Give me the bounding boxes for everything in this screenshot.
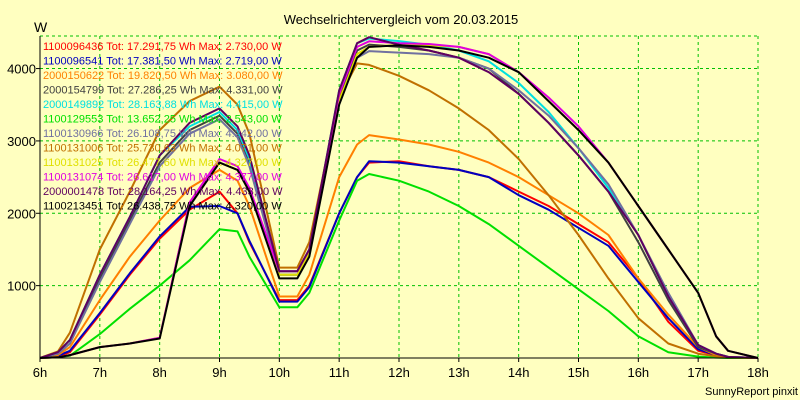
legend-entry-1100131074: 1100131074 Tot: 26.617,00 Wh Max: 4.377,…	[43, 172, 282, 184]
series-line-2000001478	[39, 36, 759, 359]
legend-entry-2000150622: 2000150622 Tot: 19.820,50 Wh Max: 3.080,…	[43, 70, 283, 82]
series-layer	[39, 36, 759, 359]
y-tick-label: 3000	[7, 134, 36, 149]
x-tick-label: 14h	[508, 365, 530, 380]
x-tick-label: 12h	[388, 365, 410, 380]
series-line-2000150622	[39, 134, 759, 359]
chart-title: Wechselrichtervergleich vom 20.03.2015	[284, 12, 519, 27]
legend-entry-2000001478: 2000001478 Tot: 28.164,25 Wh Max: 4.433,…	[43, 186, 283, 198]
y-tick-label: 1000	[7, 279, 36, 294]
legend-entry-1100131006: 1100131006 Tot: 25.730,63 Wh Max: 4.071,…	[43, 143, 282, 155]
legend-entry-1100129553: 1100129553 Tot: 13.652,25 Wh Max: 2.543,…	[43, 114, 282, 126]
legend: 1100096436 Tot: 17.291,75 Wh Max: 2.730,…	[43, 41, 283, 213]
series-line-1100096541	[39, 160, 759, 359]
x-tick-label: 13h	[448, 365, 470, 380]
x-tick-label: 9h	[212, 365, 226, 380]
legend-entry-1100213451: 1100213451 Tot: 26.438,75 Wh Max: 4.320,…	[43, 201, 282, 213]
series-line-1100131006	[39, 62, 759, 359]
legend-entry-1100096541: 1100096541 Tot: 17.381,50 Wh Max: 2.719,…	[43, 56, 282, 68]
x-tick-label: 8h	[152, 365, 166, 380]
y-axis-label: W	[34, 19, 48, 35]
series-line-1100129553	[39, 173, 758, 359]
y-tick-label: 4000	[7, 62, 36, 77]
series-line-1100213451	[39, 44, 759, 359]
x-tick-label: 17h	[687, 365, 709, 380]
legend-entry-1100131025: 1100131025 Tot: 26.477,60 Wh Max: 4.327,…	[43, 157, 282, 169]
x-tick-label: 11h	[329, 365, 350, 380]
legend-entry-1100096436: 1100096436 Tot: 17.291,75 Wh Max: 2.730,…	[43, 41, 282, 53]
y-tick-label: 2000	[7, 206, 36, 221]
axes: 6h 7h 8h 9h 10h 11h 12h 13h 14h 15h 16h 17h 18h 1000 2…	[7, 36, 769, 380]
x-tick-label: 15h	[568, 365, 590, 380]
x-tick-label: 18h	[747, 365, 769, 380]
x-tick-label: 6h	[33, 365, 47, 380]
x-tick-label: 7h	[93, 365, 107, 380]
legend-entry-2000154799: 2000154799 Tot: 27.286,25 Wh Max: 4.331,…	[43, 85, 283, 97]
x-tick-label: 16h	[627, 365, 649, 380]
legend-entry-1100130966: 1100130966 Tot: 26.108,75 Wh Max: 4.242,…	[43, 128, 282, 140]
legend-entry-2000149892: 2000149892 Tot: 28.163,88 Wh Max: 4.415,…	[43, 99, 283, 111]
footer-text: SunnyReport pinxit	[705, 386, 798, 398]
series-line-2000154799	[39, 43, 759, 359]
x-tick-label: 10h	[268, 365, 290, 380]
